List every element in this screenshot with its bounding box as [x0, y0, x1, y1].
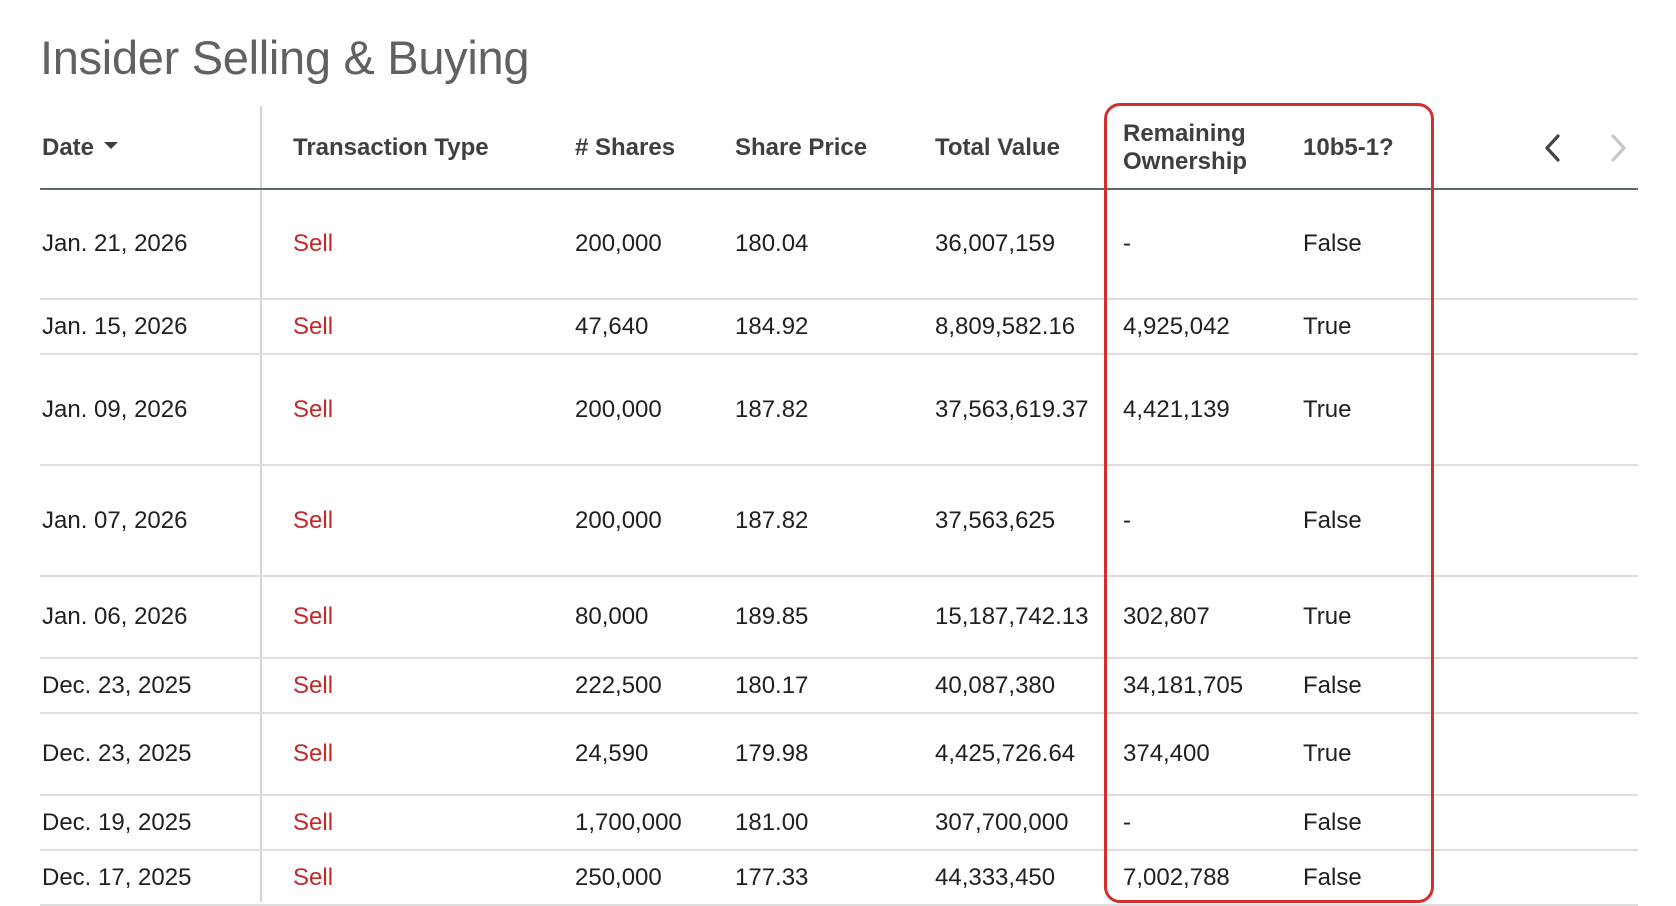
- shares-cell: 222,500: [575, 671, 662, 699]
- 10b5-1-cell: True: [1303, 740, 1352, 767]
- table-row: Jan. 07, 2026 Sell 200,000 187.82 37,563,625…: [40, 466, 1638, 577]
- date-cell: Jan. 06, 2026: [42, 603, 188, 630]
- remaining-ownership-cell: -: [1123, 808, 1131, 836]
- transaction-type-cell: Sell: [293, 506, 334, 534]
- header-date-label: Date: [42, 134, 95, 161]
- 10b5-1-cell: True: [1303, 395, 1352, 423]
- 10b5-1-cell: False: [1303, 808, 1362, 836]
- table-row: Dec. 23, 2025 Sell 222,500 180.17 40,087,380…: [40, 659, 1638, 714]
- transaction-type-cell: Sell: [293, 395, 334, 423]
- total-value-cell: 37,563,619.37: [935, 395, 1089, 423]
- share-price-cell: 179.98: [735, 740, 809, 767]
- total-value-cell: 8,809,582.16: [935, 312, 1076, 340]
- date-cell: Dec. 23, 2025: [42, 671, 192, 699]
- total-value-cell: 40,087,380: [935, 671, 1056, 699]
- shares-cell: 200,000: [575, 506, 662, 534]
- share-price-cell: 189.85: [735, 603, 809, 630]
- header-total-value[interactable]: Total Value: [935, 134, 1060, 161]
- transaction-type-cell: Sell: [293, 740, 334, 767]
- transaction-type-cell: Sell: [293, 312, 334, 340]
- 10b5-1-cell: False: [1303, 671, 1362, 699]
- header-remaining-ownership-line2: Ownership: [1123, 148, 1248, 175]
- 10b5-1-cell: False: [1303, 863, 1362, 891]
- header-10b5-1[interactable]: 10b5-1?: [1303, 134, 1394, 161]
- total-value-cell: 307,700,000: [935, 808, 1069, 836]
- table-row: Dec. 19, 2025 Sell 1,700,000 181.00 307,700,…: [40, 796, 1638, 851]
- header-remaining-ownership[interactable]: Remaining Ownership: [1123, 120, 1247, 176]
- shares-cell: 200,000: [575, 230, 662, 257]
- sort-descending-icon[interactable]: [104, 142, 119, 150]
- insider-transactions-table: Date Transaction Type # Shares Share Pri…: [40, 106, 1638, 906]
- chevron-right-icon: [1611, 134, 1626, 162]
- remaining-ownership-cell: -: [1123, 506, 1131, 534]
- header-remaining-ownership-line1: Remaining: [1123, 120, 1246, 147]
- remaining-ownership-cell: 4,421,139: [1123, 395, 1230, 423]
- table-row: Jan. 21, 2026 Sell 200,000 180.04 36,007,159…: [40, 190, 1638, 300]
- date-cell: Jan. 09, 2026: [42, 395, 188, 423]
- 10b5-1-cell: True: [1303, 603, 1352, 630]
- total-value-cell: 36,007,159: [935, 230, 1056, 257]
- shares-cell: 200,000: [575, 395, 662, 423]
- date-cell: Jan. 07, 2026: [42, 506, 188, 534]
- chevron-left-icon: [1545, 134, 1560, 162]
- table-body: Jan. 21, 2026 Sell 200,000 180.04 36,007,159…: [40, 190, 1638, 906]
- table-row: Dec. 23, 2025 Sell 24,590 179.98 4,425,726.6…: [40, 714, 1638, 796]
- shares-cell: 80,000: [575, 603, 649, 630]
- transaction-type-cell: Sell: [293, 603, 334, 630]
- column-divider: [260, 106, 262, 902]
- header-date[interactable]: Date: [42, 134, 119, 162]
- date-cell: Jan. 21, 2026: [42, 230, 188, 257]
- remaining-ownership-cell: 4,925,042: [1123, 312, 1230, 340]
- total-value-cell: 15,187,742.13: [935, 603, 1089, 630]
- 10b5-1-cell: True: [1303, 312, 1352, 340]
- transaction-type-cell: Sell: [293, 230, 334, 257]
- shares-cell: 1,700,000: [575, 808, 682, 836]
- table-row: Dec. 17, 2025 Sell 250,000 177.33 44,333,450…: [40, 851, 1638, 906]
- table-row: Jan. 09, 2026 Sell 200,000 187.82 37,563,619…: [40, 355, 1638, 466]
- total-value-cell: 4,425,726.64: [935, 740, 1076, 767]
- shares-cell: 250,000: [575, 863, 662, 891]
- remaining-ownership-cell: -: [1123, 230, 1131, 257]
- header-shares[interactable]: # Shares: [575, 134, 676, 161]
- transaction-type-cell: Sell: [293, 808, 334, 836]
- shares-cell: 24,590: [575, 740, 649, 767]
- table-row: Jan. 06, 2026 Sell 80,000 189.85 15,187,742.…: [40, 577, 1638, 659]
- 10b5-1-cell: False: [1303, 506, 1362, 534]
- date-cell: Dec. 19, 2025: [42, 808, 192, 836]
- remaining-ownership-cell: 374,400: [1123, 740, 1210, 767]
- share-price-cell: 181.00: [735, 808, 809, 836]
- transaction-type-cell: Sell: [293, 671, 334, 699]
- date-cell: Jan. 15, 2026: [42, 312, 188, 340]
- remaining-ownership-cell: 34,181,705: [1123, 671, 1244, 699]
- share-price-cell: 180.17: [735, 671, 809, 699]
- share-price-cell: 177.33: [735, 863, 809, 891]
- transaction-type-cell: Sell: [293, 863, 334, 891]
- table-header: Date Transaction Type # Shares Share Pri…: [40, 106, 1638, 190]
- header-transaction-type[interactable]: Transaction Type: [293, 134, 489, 161]
- shares-cell: 47,640: [575, 312, 649, 340]
- share-price-cell: 187.82: [735, 506, 809, 534]
- share-price-cell: 184.92: [735, 312, 809, 340]
- 10b5-1-cell: False: [1303, 230, 1362, 257]
- share-price-cell: 180.04: [735, 230, 809, 257]
- page-title: Insider Selling & Buying: [40, 31, 530, 84]
- total-value-cell: 44,333,450: [935, 863, 1056, 891]
- remaining-ownership-cell: 302,807: [1123, 603, 1210, 630]
- header-share-price[interactable]: Share Price: [735, 134, 868, 161]
- table-row: Jan. 15, 2026 Sell 47,640 184.92 8,809,582.1…: [40, 300, 1638, 355]
- date-cell: Dec. 23, 2025: [42, 740, 192, 767]
- date-cell: Dec. 17, 2025: [42, 863, 192, 891]
- next-page-button[interactable]: [1598, 128, 1638, 168]
- previous-page-button[interactable]: [1534, 128, 1574, 168]
- share-price-cell: 187.82: [735, 395, 809, 423]
- remaining-ownership-cell: 7,002,788: [1123, 863, 1230, 891]
- total-value-cell: 37,563,625: [935, 506, 1056, 534]
